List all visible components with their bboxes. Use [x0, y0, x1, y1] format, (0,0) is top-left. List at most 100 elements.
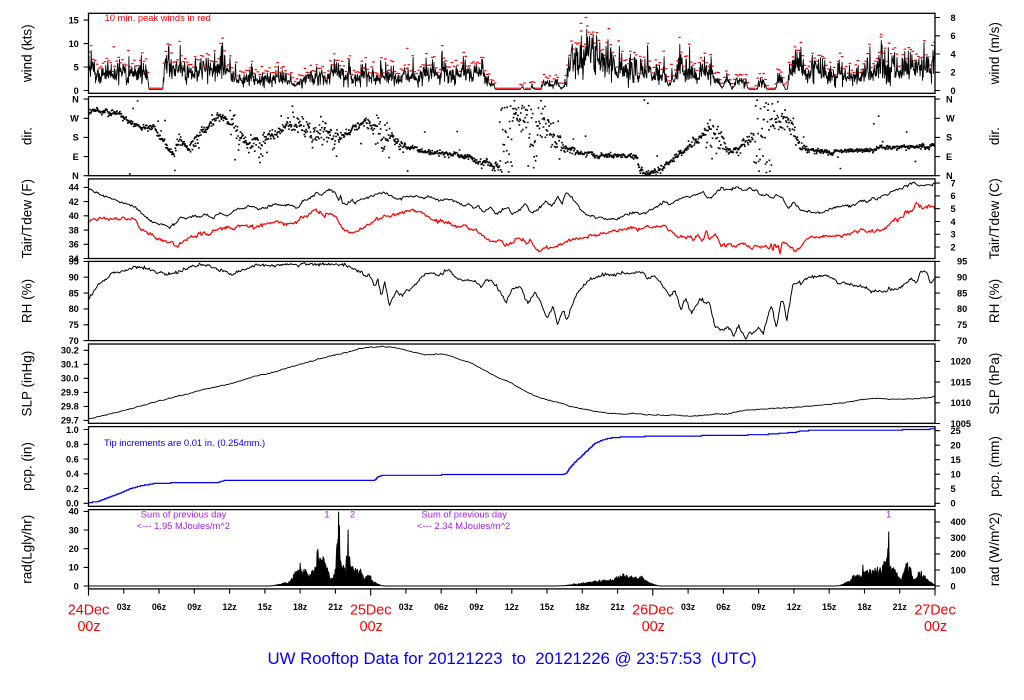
svg-text:06z: 06z	[716, 602, 731, 612]
svg-text:85: 85	[69, 288, 79, 298]
svg-text:03z: 03z	[399, 602, 414, 612]
svg-text:29.9: 29.9	[61, 388, 79, 398]
svg-text:6: 6	[951, 31, 956, 41]
svg-text:30.2: 30.2	[61, 346, 79, 356]
svg-text:40: 40	[69, 507, 79, 517]
svg-text:2: 2	[951, 68, 956, 78]
svg-text:N: N	[72, 171, 79, 181]
svg-text:4: 4	[951, 217, 957, 227]
svg-text:wind (kts): wind (kts)	[20, 24, 35, 83]
svg-text:E: E	[73, 152, 79, 162]
svg-text:12z: 12z	[223, 602, 238, 612]
svg-text:70: 70	[69, 336, 79, 346]
svg-text:12z: 12z	[505, 602, 520, 612]
svg-text:03z: 03z	[117, 602, 132, 612]
svg-text:15z: 15z	[540, 602, 555, 612]
svg-text:0: 0	[951, 581, 956, 591]
svg-text:90: 90	[957, 273, 967, 283]
svg-text:rad(Lgly/hr): rad(Lgly/hr)	[20, 515, 35, 584]
svg-text:S: S	[73, 133, 79, 143]
svg-text:pcp. (in): pcp. (in)	[20, 442, 35, 491]
svg-text:400: 400	[951, 517, 966, 527]
svg-text:30: 30	[69, 525, 79, 535]
svg-text:1015: 1015	[951, 377, 971, 387]
svg-text:0.0: 0.0	[66, 499, 79, 509]
svg-text:20: 20	[69, 544, 79, 554]
svg-text:42: 42	[69, 197, 79, 207]
svg-text:75: 75	[69, 320, 79, 330]
svg-text:0.6: 0.6	[66, 454, 79, 464]
svg-text:70: 70	[957, 336, 967, 346]
svg-text:<--- 1.95 MJoules/m^2: <--- 1.95 MJoules/m^2	[137, 520, 230, 531]
svg-text:1010: 1010	[951, 398, 971, 408]
svg-text:rad (W/m^2): rad (W/m^2)	[987, 512, 1002, 586]
svg-text:RH (%): RH (%)	[987, 279, 1002, 323]
svg-text:21z: 21z	[611, 602, 626, 612]
svg-text:1020: 1020	[951, 357, 971, 367]
svg-text:26Dec: 26Dec	[632, 603, 673, 619]
svg-text:15z: 15z	[258, 602, 273, 612]
svg-text:95: 95	[957, 257, 967, 267]
svg-text:18z: 18z	[857, 602, 872, 612]
svg-text:18z: 18z	[293, 602, 308, 612]
svg-text:2: 2	[951, 242, 956, 252]
svg-text:10 min. peak winds in red: 10 min. peak winds in red	[105, 12, 211, 23]
svg-text:29.7: 29.7	[61, 416, 79, 426]
svg-text:15z: 15z	[822, 602, 837, 612]
svg-text:2: 2	[350, 509, 355, 520]
svg-text:36: 36	[69, 240, 79, 250]
svg-text:Sum of previous day: Sum of previous day	[141, 509, 227, 520]
svg-text:30.0: 30.0	[61, 374, 79, 384]
svg-text:80: 80	[69, 304, 79, 314]
svg-text:25: 25	[951, 426, 961, 436]
svg-text:Sum of previous day: Sum of previous day	[422, 509, 508, 520]
svg-text:09z: 09z	[752, 602, 767, 612]
svg-text:dir.: dir.	[987, 127, 1002, 145]
svg-text:44: 44	[69, 183, 80, 193]
svg-text:03z: 03z	[681, 602, 696, 612]
svg-text:5: 5	[74, 62, 79, 72]
svg-text:N: N	[72, 94, 79, 104]
svg-text:10: 10	[69, 563, 79, 573]
svg-text:00z: 00z	[924, 619, 947, 635]
svg-text:wind (m/s): wind (m/s)	[987, 22, 1002, 85]
svg-text:85: 85	[957, 288, 967, 298]
svg-text:21z: 21z	[893, 602, 908, 612]
svg-text:25Dec: 25Dec	[350, 603, 391, 619]
svg-text:300: 300	[951, 533, 966, 543]
svg-text:<--- 2.34 MJoules/m^2: <--- 2.34 MJoules/m^2	[417, 520, 510, 531]
svg-text:Tip increments are 0.01 in. (0: Tip increments are 0.01 in. (0.254mm.)	[104, 437, 265, 448]
svg-text:20: 20	[951, 441, 961, 451]
svg-text:N: N	[946, 171, 953, 181]
svg-text:200: 200	[951, 549, 966, 559]
svg-text:15: 15	[951, 455, 961, 465]
svg-text:0: 0	[951, 86, 956, 96]
svg-text:pcp. (mm): pcp. (mm)	[987, 436, 1002, 497]
svg-text:40: 40	[69, 211, 79, 221]
svg-text:Tair/Tdew (C): Tair/Tdew (C)	[987, 178, 1002, 259]
svg-text:06z: 06z	[152, 602, 167, 612]
svg-text:90: 90	[69, 273, 79, 283]
svg-text:09z: 09z	[469, 602, 484, 612]
svg-text:12z: 12z	[787, 602, 802, 612]
svg-text:09z: 09z	[187, 602, 202, 612]
svg-text:1: 1	[886, 509, 891, 520]
svg-text:1005: 1005	[951, 419, 971, 429]
svg-text:1: 1	[324, 509, 329, 520]
svg-text:SLP (hPa): SLP (hPa)	[987, 353, 1002, 415]
svg-text:5: 5	[951, 204, 956, 214]
svg-text:N: N	[946, 94, 953, 104]
svg-text:W: W	[946, 114, 955, 124]
svg-text:75: 75	[957, 320, 967, 330]
svg-text:6: 6	[951, 191, 956, 201]
svg-text:0.8: 0.8	[66, 440, 79, 450]
svg-text:4: 4	[951, 49, 957, 59]
svg-text:UW Rooftop Data for 20121223: UW Rooftop Data for 20121223 to 20121226…	[267, 649, 756, 668]
svg-text:0: 0	[951, 499, 956, 509]
svg-text:24Dec: 24Dec	[68, 603, 109, 619]
svg-text:dir.: dir.	[20, 127, 35, 145]
svg-text:18z: 18z	[575, 602, 590, 612]
svg-text:95: 95	[69, 257, 79, 267]
svg-text:00z: 00z	[360, 619, 383, 635]
svg-text:10: 10	[951, 470, 961, 480]
